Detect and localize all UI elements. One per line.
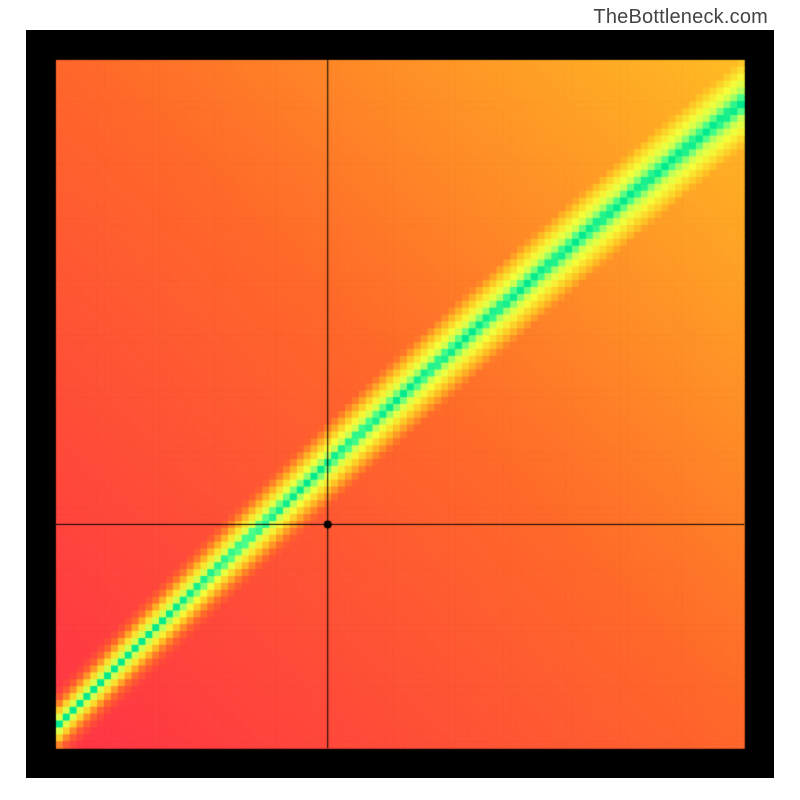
chart-container: TheBottleneck.com bbox=[0, 0, 800, 800]
bottleneck-heatmap bbox=[26, 30, 774, 778]
watermark-text: TheBottleneck.com bbox=[593, 6, 768, 29]
